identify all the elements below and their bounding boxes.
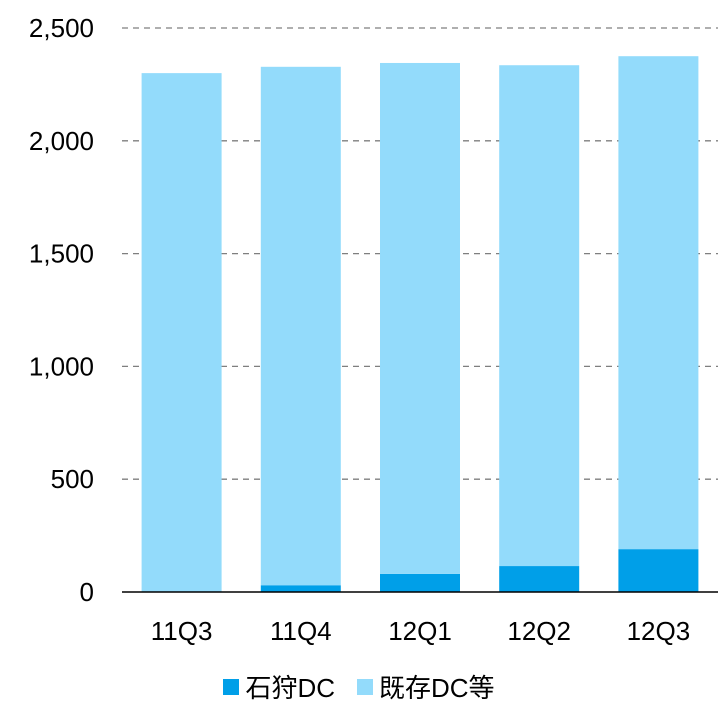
x-tick-label: 12Q2 [507, 616, 571, 646]
x-tick-label: 11Q3 [151, 616, 213, 646]
y-tick-label: 2,000 [29, 126, 94, 156]
legend-swatch-ishikari [223, 678, 240, 695]
y-tick-label: 1,500 [29, 239, 94, 269]
x-tick-label: 11Q4 [270, 616, 332, 646]
x-tick-labels: 11Q3 11Q4 12Q1 12Q2 12Q3 [151, 616, 690, 646]
bar-12Q1-existing [380, 62, 460, 574]
y-tick-labels: 0 500 1,000 1,500 2,000 2,500 [29, 13, 94, 607]
bar-12Q3-ishikari [618, 549, 699, 592]
y-tick-label: 1,000 [29, 351, 94, 381]
legend: 石狩DC 既存DC等 [0, 668, 718, 705]
stacked-bar-chart: 0 500 1,000 1,500 2,000 2,500 11Q3 11Q4 12Q1 12Q… [29, 13, 718, 646]
legend-swatch-existing [357, 678, 373, 695]
y-tick-label: 2,500 [29, 13, 94, 43]
legend-label-ishikari: 石狩DC [245, 673, 335, 703]
bar-11Q4-ishikari [260, 585, 341, 592]
legend-item-existing: 既存DC等 [357, 668, 495, 705]
y-tick-label: 500 [51, 464, 94, 494]
legend-item-ishikari: 石狩DC [223, 668, 335, 705]
bar-12Q1-ishikari [380, 573, 460, 592]
bar-12Q2-existing [499, 65, 580, 567]
bar-11Q3-existing [141, 73, 222, 593]
bar-12Q3-existing [618, 56, 699, 550]
bar-11Q4-existing [260, 66, 341, 586]
x-tick-label: 12Q3 [627, 616, 691, 646]
bar-12Q2-ishikari [499, 566, 580, 592]
y-tick-label: 0 [80, 577, 94, 607]
x-tick-label: 12Q1 [388, 616, 452, 646]
legend-label-existing: 既存DC等 [379, 673, 495, 703]
bars [141, 56, 699, 593]
